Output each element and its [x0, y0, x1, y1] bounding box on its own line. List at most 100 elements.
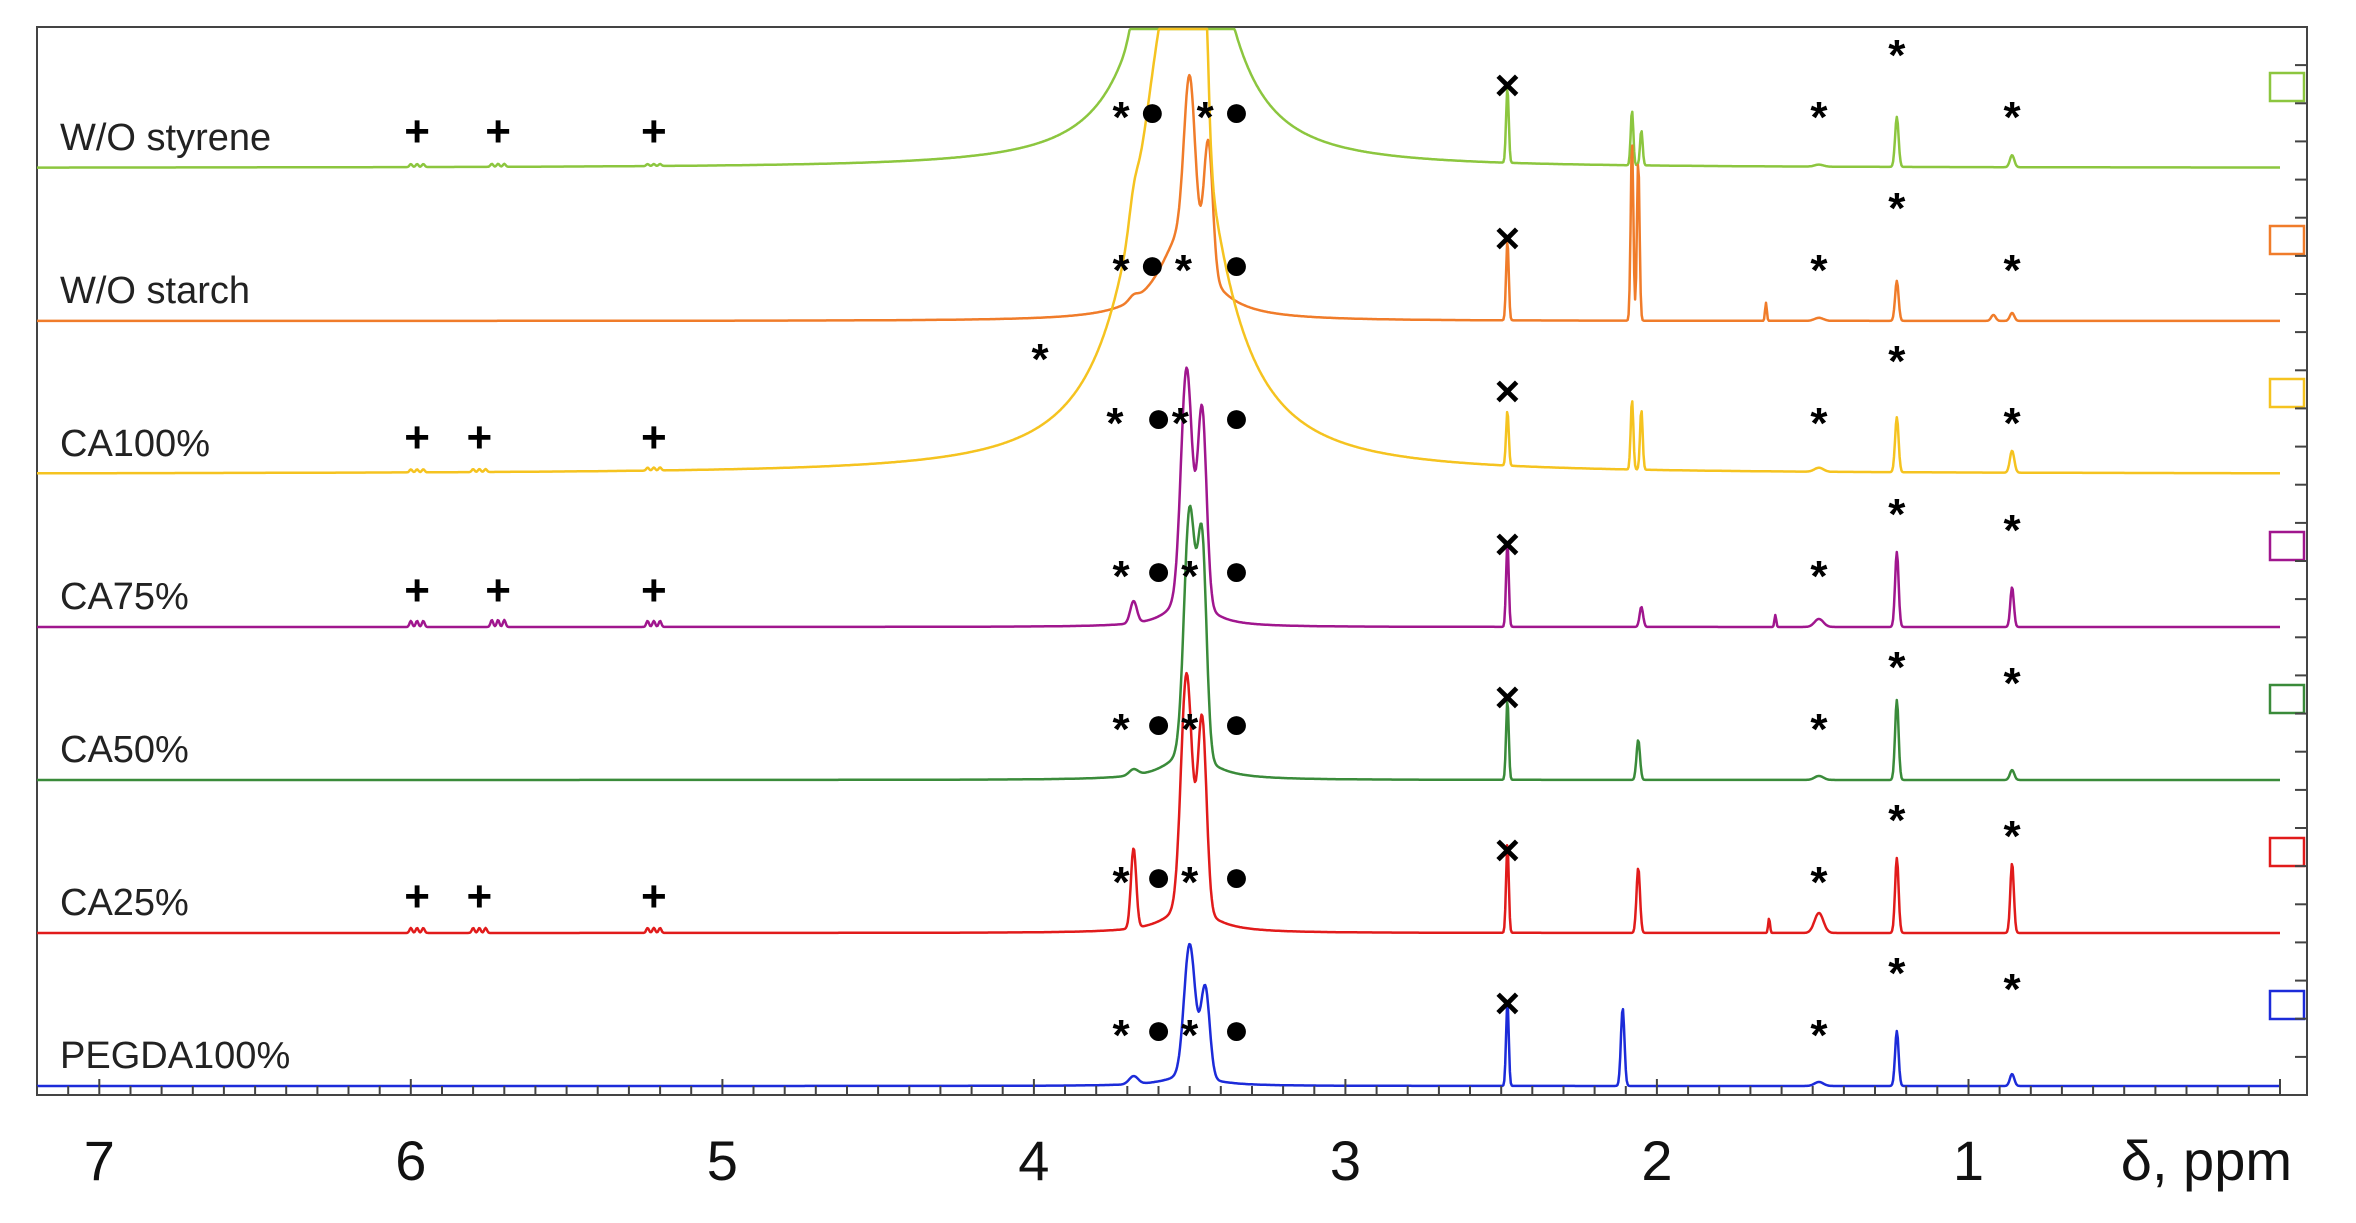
peak-marker-star-3-5: * — [1181, 552, 1199, 601]
peak-marker-star-3-8: * — [1810, 552, 1828, 601]
peak-marker-dot-5-4: ● — [1145, 852, 1172, 901]
series-box-4 — [2268, 683, 2306, 715]
peak-marker-dot-5-6: ● — [1223, 852, 1250, 901]
x-tick-label-1: 6 — [395, 1129, 426, 1192]
peak-marker-dot-4-1: ● — [1145, 699, 1172, 748]
x-axis-label: δ, ppm — [2121, 1129, 2292, 1192]
peak-marker-star-1-2: * — [1175, 246, 1193, 295]
x-tick-label-6: 1 — [1953, 1129, 1984, 1192]
peak-marker-plus-5-0: + — [404, 872, 430, 921]
peak-marker-plus-2-1: + — [467, 413, 493, 462]
peak-marker-star-2-8: * — [1810, 399, 1828, 448]
series-box-6 — [2268, 989, 2306, 1021]
peak-marker-star-1-6: * — [1888, 184, 1906, 233]
peak-marker-dot-3-4: ● — [1145, 546, 1172, 595]
peak-marker-star-0-5: * — [1197, 93, 1215, 142]
peak-marker-star-6-7: * — [2004, 965, 2022, 1014]
peak-marker-star-1-5: * — [1810, 246, 1828, 295]
series-label-3: CA75% — [60, 576, 189, 618]
peak-marker-plus-2-0: + — [404, 413, 430, 462]
series-label-1: W/O starch — [60, 270, 250, 312]
x-tick-label-5: 2 — [1641, 1129, 1672, 1192]
peak-marker-star-5-5: * — [1181, 858, 1199, 907]
peak-marker-star-0-8: * — [1810, 93, 1828, 142]
x-tick-label-2: 5 — [707, 1129, 738, 1192]
peak-marker-star-3-9: * — [1888, 490, 1906, 539]
right-axis-boxes — [2268, 26, 2307, 1096]
x-tick-label-0: 7 — [84, 1129, 115, 1192]
peak-marker-cross-2-7: × — [1495, 367, 1521, 416]
peak-marker-dot-0-4: ● — [1139, 87, 1166, 136]
x-axis: 7 6 5 4 3 2 1 δ, ppm — [36, 1079, 2292, 1192]
peak-marker-plus-5-1: + — [467, 872, 493, 921]
series-label-4: CA50% — [60, 729, 189, 771]
peak-marker-star-5-3: * — [1113, 858, 1131, 907]
peak-marker-star-6-2: * — [1181, 1011, 1199, 1060]
peak-marker-star-0-10: * — [2004, 93, 2022, 142]
peak-marker-star-4-6: * — [1888, 643, 1906, 692]
series-box-3 — [2268, 530, 2306, 562]
peak-marker-star-2-10: * — [2004, 399, 2022, 448]
peak-marker-dot-6-1: ● — [1145, 1005, 1172, 1054]
peak-marker-star-4-7: * — [2004, 659, 2022, 708]
x-tick-label-4: 3 — [1330, 1129, 1361, 1192]
peak-marker-plus-2-2: + — [641, 413, 667, 462]
peak-marker-dot-2-4: ● — [1145, 393, 1172, 442]
peak-marker-star-1-0: * — [1113, 246, 1131, 295]
peak-marker-star-0-3: * — [1113, 93, 1131, 142]
peak-marker-star-4-0: * — [1113, 705, 1131, 754]
series-box-2 — [2268, 377, 2306, 409]
peak-marker-cross-0-7: × — [1495, 61, 1521, 110]
series-box-5 — [2268, 836, 2306, 868]
peak-marker-plus-5-2: + — [641, 872, 667, 921]
peak-marker-plus-0-0: + — [404, 107, 430, 156]
x-tick-label-3: 4 — [1018, 1129, 1049, 1192]
spectrum-trace-5 — [36, 671, 2281, 935]
peak-marker-star-6-0: * — [1113, 1011, 1131, 1060]
peak-marker-star-5-9: * — [1888, 796, 1906, 845]
peak-marker-plus-0-1: + — [485, 107, 511, 156]
peak-marker-plus-3-1: + — [485, 566, 511, 615]
spectrum-trace-3 — [36, 366, 2281, 629]
peak-marker-cross-6-4: × — [1495, 979, 1521, 1028]
peak-marker-dot-6-3: ● — [1223, 1005, 1250, 1054]
peak-marker-star-2-3: * — [1106, 399, 1124, 448]
peak-marker-star-4-2: * — [1181, 705, 1199, 754]
peak-marker-star-2-5: * — [1172, 399, 1190, 448]
spectrum-trace-4 — [36, 504, 2281, 782]
peak-markers: + + + * ● * ●×**** ● * ●×***+ + + * ● * ●×***+ + + * ● * ●×**… — [404, 31, 2021, 1060]
peak-marker-star-3-10: * — [2004, 506, 2022, 555]
spectrum-trace-1 — [36, 73, 2281, 323]
peak-marker-plus-0-2: + — [641, 107, 667, 156]
peak-marker-plus-3-0: + — [404, 566, 430, 615]
peak-marker-dot-3-6: ● — [1223, 546, 1250, 595]
peak-marker-star-2-9: * — [1888, 337, 1906, 386]
peak-marker-cross-4-4: × — [1495, 673, 1521, 722]
peak-marker-plus-3-2: + — [641, 566, 667, 615]
peak-marker-cross-1-4: × — [1495, 214, 1521, 263]
series-label-6: PEGDA100% — [60, 1035, 290, 1077]
plot-frame — [36, 26, 2308, 1096]
peak-marker-cross-5-7: × — [1495, 826, 1521, 875]
peak-marker-star-6-6: * — [1888, 949, 1906, 998]
peak-marker-star-5-8: * — [1810, 858, 1828, 907]
peak-marker-cross-3-7: × — [1495, 520, 1521, 569]
series-label-2: CA100% — [60, 423, 210, 465]
series-label-5: CA25% — [60, 882, 189, 924]
peak-marker-star-4-5: * — [1810, 705, 1828, 754]
series-box-0 — [2268, 71, 2306, 103]
peak-marker-star-1-7: * — [2004, 246, 2022, 295]
peak-marker-star-3-3: * — [1113, 552, 1131, 601]
peak-marker-star-5-10: * — [2004, 812, 2022, 861]
spectrum-trace-2 — [36, 27, 2281, 475]
peak-marker-star-0-9: * — [1888, 31, 1906, 80]
peak-marker-dot-2-6: ● — [1223, 393, 1250, 442]
peak-marker-dot-0-6: ● — [1223, 87, 1250, 136]
series-labels: W/O styrene W/O starch CA100% CA75% CA50% CA2… — [60, 117, 290, 1077]
peak-marker-dot-1-1: ● — [1139, 240, 1166, 289]
series-label-0: W/O styrene — [60, 117, 271, 159]
series-box-1 — [2268, 224, 2306, 256]
peak-marker-star-6-5: * — [1810, 1011, 1828, 1060]
peak-marker-dot-4-3: ● — [1223, 699, 1250, 748]
